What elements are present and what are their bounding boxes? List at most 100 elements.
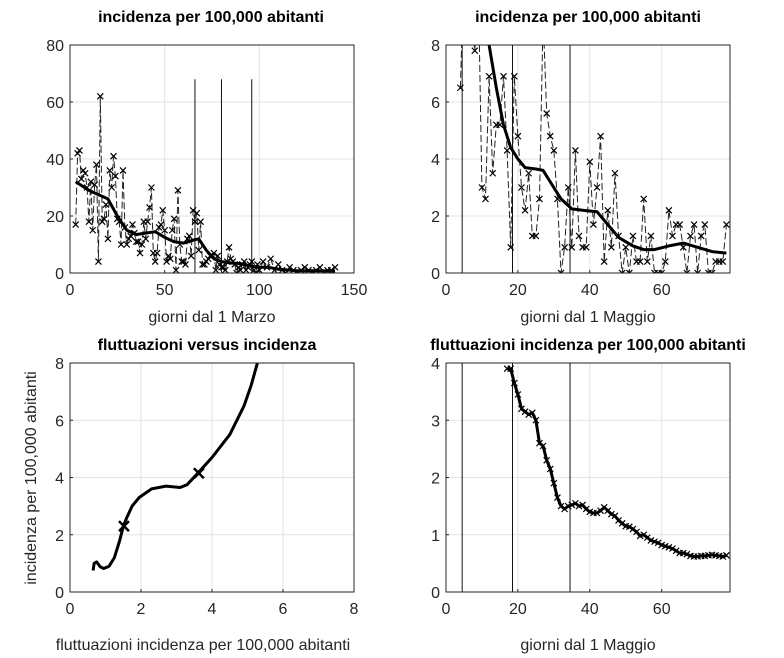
- raw-data-point: [108, 184, 116, 191]
- raw-data-point: [76, 147, 83, 154]
- raw-data-point: [690, 221, 698, 228]
- raw-data-point: [679, 243, 687, 251]
- raw-data-point: [102, 201, 110, 209]
- raw-data-point: [640, 195, 648, 203]
- raw-data-point: [157, 221, 165, 228]
- raw-data-point: [147, 184, 155, 191]
- markers-data-point: [192, 467, 205, 480]
- raw-data-point: [252, 269, 259, 273]
- raw-data-point: [722, 221, 730, 228]
- raw-data-point: [212, 266, 220, 273]
- raw-data-point: [561, 243, 569, 251]
- raw-data-point: [629, 232, 637, 240]
- raw-data-point: [521, 206, 529, 214]
- y-tick-label: 1: [431, 528, 440, 545]
- raw-data-point: [593, 184, 601, 191]
- raw-data-point: [94, 258, 102, 266]
- raw-data-point: [665, 206, 673, 214]
- raw-data-point: [600, 258, 608, 266]
- x-tick-label: 60: [653, 601, 671, 618]
- raw-data-point: [89, 226, 97, 234]
- y-tick-label: 4: [431, 356, 440, 373]
- fluctuations-data-point: [607, 510, 615, 518]
- raw-data-point: [618, 269, 626, 273]
- raw-data-point: [575, 232, 583, 240]
- raw-data-point: [144, 218, 152, 226]
- raw-data-point: [77, 175, 85, 183]
- raw-data-point: [701, 221, 709, 228]
- raw-data-point: [134, 238, 142, 246]
- raw-data-point: [166, 255, 174, 263]
- smooth-series-line: [487, 45, 727, 255]
- raw-data-point: [110, 152, 117, 160]
- raw-data-point: [611, 169, 619, 177]
- raw-data-point: [151, 258, 159, 266]
- markers-data-point: [118, 520, 130, 533]
- raw-data-point: [87, 178, 95, 186]
- raw-data-point: [478, 184, 486, 191]
- y-tick-label: 2: [431, 471, 440, 488]
- x-tick-label: 4: [208, 601, 217, 618]
- fluctuations-data-point: [528, 409, 536, 417]
- fluctuations-data-point: [507, 365, 515, 373]
- subplot-2: incidenza per 100,000 abitanti giorni da…: [431, 9, 731, 326]
- raw-data-point: [146, 204, 153, 211]
- raw-data-point: [525, 169, 533, 177]
- raw-data-point: [510, 72, 518, 80]
- raw-data-point: [187, 252, 195, 260]
- raw-data-point: [683, 269, 691, 273]
- raw-data-point: [172, 266, 180, 273]
- raw-data-point: [571, 147, 579, 154]
- x-tick-label: 0: [66, 282, 75, 299]
- raw-data-point: [669, 232, 676, 240]
- fluctuations-data-point: [672, 547, 680, 555]
- raw-data-point: [557, 269, 565, 273]
- y-tick-label: 4: [55, 471, 64, 488]
- fluctuations-data-point: [546, 465, 554, 473]
- y-tick-label: 0: [55, 585, 64, 602]
- raw-data-point: [331, 263, 339, 271]
- subplot-4: fluttuazioni incidenza per 100,000 abita…: [430, 337, 746, 654]
- raw-data-point: [182, 261, 189, 268]
- fluctuations-series-line: [507, 367, 727, 558]
- raw-data-point: [658, 269, 666, 273]
- x-tick-label: 60: [653, 282, 671, 299]
- subplot-1: incidenza per 100,000 abitanti giorni da…: [46, 9, 367, 326]
- raw-data-point: [193, 209, 201, 217]
- fluctuations-data-point: [539, 442, 547, 450]
- fluctuations-data-point: [514, 391, 522, 398]
- raw-data-point: [132, 238, 140, 246]
- raw-data-point: [687, 232, 694, 240]
- fluctuations-data-point: [525, 411, 533, 418]
- fluctuations-data-point: [554, 494, 561, 501]
- subplot-2-xlabel: giorni dal 1 Maggio: [520, 309, 655, 326]
- fluctuations-data-point: [593, 509, 601, 517]
- raw-data-point: [185, 232, 193, 240]
- y-tick-label: 8: [431, 38, 440, 55]
- raw-data-point: [485, 72, 493, 80]
- raw-data-point: [546, 132, 554, 140]
- raw-data-point: [518, 184, 525, 191]
- raw-data-point: [676, 221, 684, 228]
- raw-data-point: [489, 169, 497, 177]
- raw-data-point: [189, 206, 197, 214]
- y-tick-label: 2: [55, 528, 64, 545]
- raw-data-point: [161, 226, 169, 234]
- x-tick-label: 20: [509, 601, 527, 618]
- raw-data-point: [178, 258, 186, 266]
- raw-data-point: [248, 258, 256, 266]
- raw-data-point: [582, 243, 590, 251]
- raw-data-point: [112, 172, 119, 180]
- x-tick-label: 20: [509, 282, 527, 299]
- subplot-3-title: fluttuazioni versus incidenza: [98, 337, 317, 354]
- y-tick-label: 20: [46, 209, 64, 226]
- subplot-1-title: incidenza per 100,000 abitanti: [98, 9, 324, 26]
- raw-data-point: [636, 258, 644, 266]
- x-tick-label: 0: [442, 601, 451, 618]
- raw-data-point: [123, 241, 131, 248]
- raw-data-point: [625, 269, 633, 273]
- raw-data-point: [643, 258, 651, 266]
- fluctuations-data-point: [722, 551, 730, 559]
- raw-data-point: [536, 195, 543, 203]
